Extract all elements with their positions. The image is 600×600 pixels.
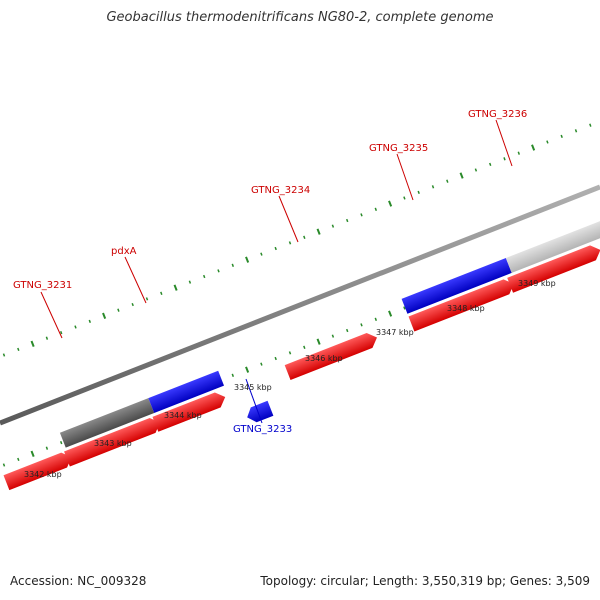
tick-major	[388, 200, 393, 207]
tick-minor	[360, 213, 363, 217]
tick-major	[173, 284, 178, 291]
tick-minor	[345, 328, 349, 333]
tick-minor	[45, 446, 49, 450]
tick-minor	[488, 162, 492, 167]
tick-minor	[2, 353, 6, 357]
gene-label-gtng-3235[interactable]: GTNG_3235	[369, 143, 428, 154]
gene-gtng-3235-upper[interactable]	[401, 257, 512, 314]
tick-minor	[589, 123, 592, 127]
tick-minor	[17, 347, 20, 352]
scale-label-3346: 3346 kbp	[305, 354, 343, 363]
tick-minor	[303, 345, 306, 349]
tick-minor	[503, 157, 506, 161]
gene-label-gtng-3231[interactable]: GTNG_3231	[13, 280, 72, 291]
gene-forward-gtng-3235[interactable]	[408, 276, 517, 332]
tick-minor	[431, 185, 435, 189]
map-title: Geobacillus thermodenitrificans NG80-2, …	[106, 10, 494, 25]
gene-forward-gtng-3234[interactable]	[284, 330, 380, 380]
tick-minor	[474, 168, 478, 172]
gene-gtng-3236-upper[interactable]	[505, 220, 600, 273]
scale-label-3343: 3343 kbp	[94, 439, 132, 448]
tick-minor	[202, 274, 206, 279]
tick-minor	[74, 325, 77, 329]
tick-minor	[2, 463, 6, 467]
tick-minor	[403, 306, 406, 310]
tick-minor	[374, 317, 378, 321]
tick-major	[30, 340, 35, 347]
gene-label-gtng-3234[interactable]: GTNG_3234	[251, 185, 310, 196]
tick-minor	[45, 336, 49, 340]
tick-minor	[17, 457, 20, 462]
tick-minor	[260, 252, 263, 256]
genome-backbone	[0, 184, 600, 426]
tick-minor	[288, 241, 292, 245]
tick-minor	[546, 140, 549, 144]
tick-minor	[88, 319, 92, 324]
gene-label-gtng-3233[interactable]: GTNG_3233	[233, 424, 292, 435]
gene-forward-3[interactable]	[152, 390, 228, 432]
tick-minor	[231, 263, 235, 267]
gene-forward-gtng-3236[interactable]	[507, 242, 600, 293]
tick-minor	[331, 334, 335, 338]
scale-label-3345: 3345 kbp	[234, 383, 272, 392]
tick-minor	[303, 235, 306, 239]
tick-minor	[188, 280, 192, 284]
leader-gtng-3235	[396, 153, 414, 201]
tick-major	[316, 338, 321, 345]
tick-minor	[231, 373, 235, 377]
tick-major	[316, 228, 321, 235]
tick-major	[388, 310, 393, 317]
leader-gtng-3236	[495, 119, 513, 167]
gene-label-pdxa[interactable]: pdxA	[111, 246, 137, 257]
scale-label-3342: 3342 kbp	[24, 470, 62, 479]
tick-minor	[560, 134, 563, 139]
tick-major	[30, 450, 35, 457]
leader-gtng-3233	[245, 378, 263, 424]
gene-gtng-3231[interactable]	[59, 398, 155, 448]
tick-minor	[331, 224, 335, 228]
tick-major	[459, 172, 464, 179]
tick-minor	[446, 179, 449, 183]
gene-label-gtng-3236[interactable]: GTNG_3236	[468, 109, 527, 120]
scale-label-3344: 3344 kbp	[164, 411, 202, 420]
gene-forward-1[interactable]	[3, 450, 75, 491]
scale-label-3349: 3349 kbp	[518, 279, 556, 288]
outer-tick-track	[2, 123, 592, 357]
tick-minor	[160, 291, 163, 295]
tick-major	[531, 144, 536, 151]
tick-minor	[517, 151, 521, 155]
tick-minor	[59, 440, 63, 445]
tick-minor	[574, 129, 578, 133]
tick-minor	[274, 246, 277, 251]
tick-minor	[360, 323, 363, 327]
leader-pdxa	[124, 256, 147, 304]
accession-text: Accession: NC_009328	[10, 574, 147, 588]
tick-minor	[217, 269, 220, 273]
tick-minor	[417, 190, 420, 195]
tick-minor	[145, 297, 149, 301]
tick-minor	[131, 302, 134, 307]
tick-minor	[260, 362, 263, 366]
scale-label-3347: 3347 kbp	[376, 328, 414, 337]
genome-summary-text: Topology: circular; Length: 3,550,319 bp…	[260, 574, 590, 588]
leader-gtng-3231	[40, 291, 63, 339]
scale-label-3348: 3348 kbp	[447, 304, 485, 313]
tick-major	[245, 256, 250, 263]
tick-minor	[345, 218, 349, 223]
gene-pdxa[interactable]	[148, 370, 225, 413]
leader-gtng-3234	[278, 195, 299, 243]
gene-reverse-gtng-3233[interactable]	[244, 400, 274, 425]
tick-minor	[374, 207, 378, 211]
tick-major	[245, 366, 250, 373]
tick-minor	[288, 351, 292, 355]
tick-major	[102, 312, 107, 319]
tick-minor	[117, 308, 120, 312]
tick-minor	[403, 196, 406, 200]
tick-minor	[59, 330, 63, 335]
gene-track	[3, 220, 600, 491]
gene-forward-2[interactable]	[64, 415, 163, 467]
tick-minor	[274, 356, 277, 361]
